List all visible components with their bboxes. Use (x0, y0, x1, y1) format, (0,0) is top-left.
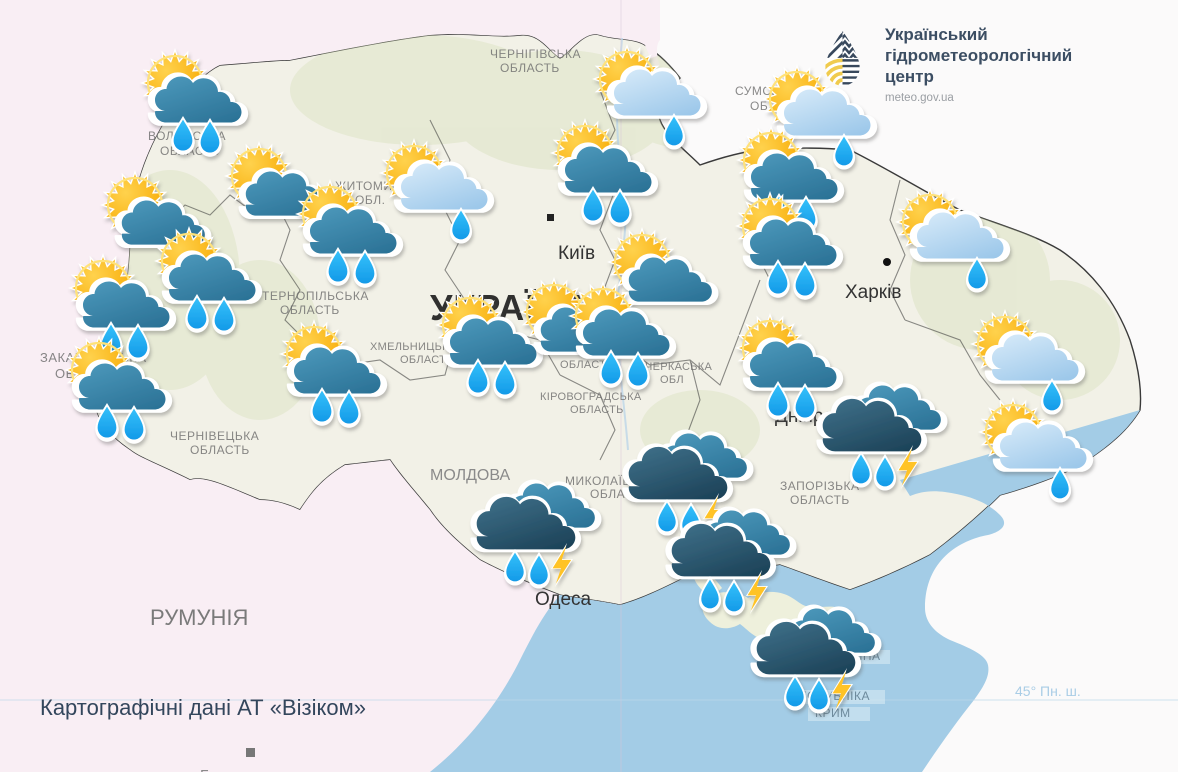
svg-text:ЧЕРКАСЬКА: ЧЕРКАСЬКА (645, 361, 712, 373)
svg-text:ОБЛ.: ОБЛ. (355, 193, 385, 207)
svg-text:ЗАПОРІЗЬКА: ЗАПОРІЗЬКА (780, 479, 860, 493)
svg-text:РУМУНІЯ: РУМУНІЯ (150, 605, 248, 630)
svg-text:МОЛДОВА: МОЛДОВА (430, 467, 511, 484)
svg-text:ОБЛАСТЬ: ОБЛАСТЬ (280, 303, 340, 317)
svg-text:ТЕРНОПІЛЬСЬКА: ТЕРНОПІЛЬСЬКА (262, 289, 369, 303)
svg-text:ЧЕРНІГІВСЬКА: ЧЕРНІГІВСЬКА (490, 47, 581, 61)
svg-text:Картографічні дані АТ «Візіком: Картографічні дані АТ «Візіком» (40, 695, 366, 720)
svg-text:Харків: Харків (845, 282, 901, 303)
svg-text:45° Пн. ш.: 45° Пн. ш. (1015, 683, 1081, 699)
svg-text:ЧЕРНІВЕЦЬКА: ЧЕРНІВЕЦЬКА (170, 429, 259, 443)
svg-text:Київ: Київ (558, 243, 595, 264)
svg-text:центр: центр (885, 67, 934, 86)
svg-text:гідрометеорологічний: гідрометеорологічний (885, 46, 1072, 65)
svg-text:ОБЛАСТЬ: ОБЛАСТЬ (790, 493, 850, 507)
svg-text:Одеса: Одеса (535, 589, 592, 610)
svg-text:ОБЛАСТЬ: ОБЛАСТЬ (190, 443, 250, 457)
svg-text:meteo.gov.ua: meteo.gov.ua (885, 92, 954, 104)
svg-text:ОБЛ: ОБЛ (660, 374, 684, 386)
svg-text:ОБЛАСТЬ: ОБЛАСТЬ (500, 61, 560, 75)
svg-text:Бухарест: Бухарест (200, 767, 264, 772)
svg-text:КІРОВОГРАДСЬКА: КІРОВОГРАДСЬКА (540, 391, 642, 403)
svg-text:ОБЛАСТЬ: ОБЛАСТЬ (570, 404, 624, 416)
svg-text:Український: Український (885, 25, 988, 44)
